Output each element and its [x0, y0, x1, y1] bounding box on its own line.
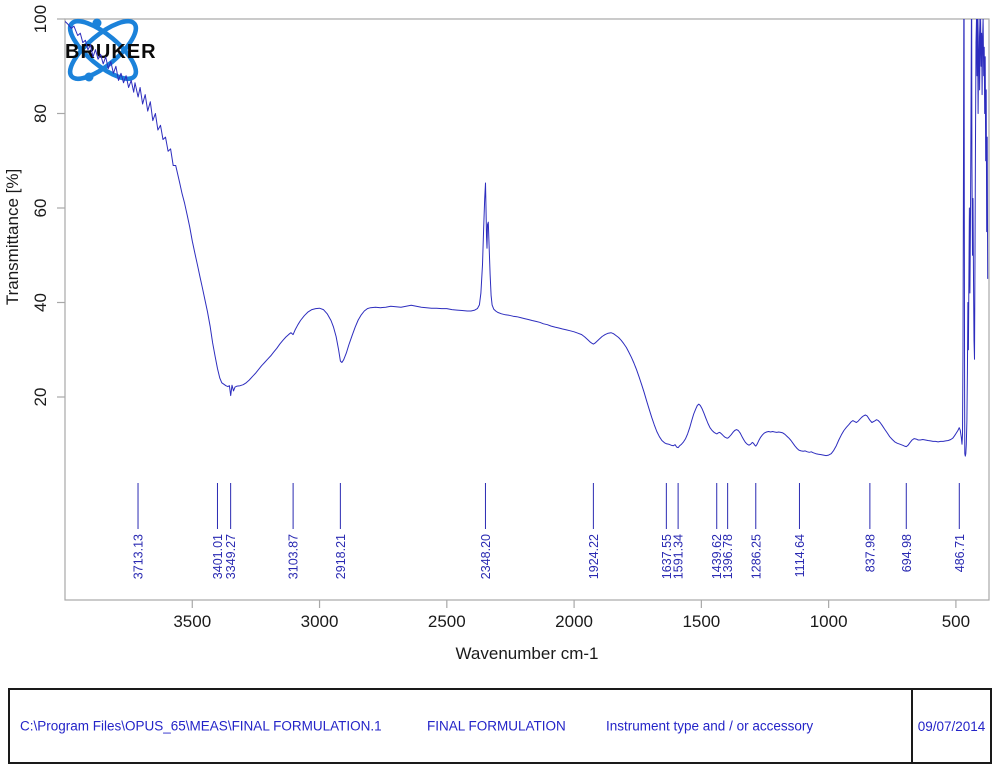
spectrum-chart-svg: 20 40 60 80 100 Transmittance [%] 3500 3000 2500…	[3, 5, 990, 663]
peak-label: 2348.20	[479, 483, 493, 579]
peak-label: 3401.01	[211, 483, 225, 579]
peak-label-text: 1286.25	[749, 534, 763, 579]
peak-label: 837.98	[863, 483, 877, 572]
peak-label: 1591.34	[672, 483, 686, 579]
peak-label-text: 1591.34	[672, 534, 686, 579]
footer-info-bar: C:\Program Files\OPUS_65\MEAS\FINAL FORM…	[8, 688, 992, 764]
spectrum-chart: 20 40 60 80 100 Transmittance [%] 3500 3000 2500…	[3, 5, 990, 663]
peak-label: 1286.25	[749, 483, 763, 579]
x-axis-tick-label: 1000	[810, 612, 848, 631]
peak-label-text: 3349.27	[224, 534, 238, 579]
peak-label-text: 3103.87	[287, 534, 301, 579]
sample-name-text: FINAL FORMULATION	[427, 718, 566, 734]
bruker-logo: BRUKER	[65, 18, 157, 82]
logo-electron-dot-icon	[92, 18, 102, 28]
x-axis-tick-label: 3500	[173, 612, 211, 631]
logo-electron-dot-icon	[84, 72, 94, 82]
peak-label-text: 3401.01	[211, 534, 225, 579]
plot-border	[64, 18, 990, 601]
y-axis-title: Transmittance [%]	[3, 169, 22, 305]
peak-label: 1439.62	[710, 483, 724, 579]
peak-label: 1924.22	[587, 483, 601, 579]
peak-label-text: 3713.13	[132, 534, 146, 579]
logo-orbit-icon	[67, 18, 139, 82]
logo-orbit-icon	[67, 18, 139, 82]
x-axis-tick-label: 500	[942, 612, 970, 631]
peak-label: 1114.64	[793, 483, 807, 577]
y-axis-tick-label: 20	[31, 388, 50, 407]
bruker-logo-text: BRUKER	[65, 41, 157, 63]
peak-label: 1396.78	[721, 483, 735, 579]
y-axis-tick-label: 60	[31, 199, 50, 218]
peak-label: 3349.27	[224, 483, 238, 579]
peak-label-text: 486.71	[953, 534, 967, 572]
peak-label-text: 2348.20	[479, 534, 493, 579]
footer-left-section: C:\Program Files\OPUS_65\MEAS\FINAL FORM…	[10, 690, 913, 762]
x-axis-tick-label: 2500	[428, 612, 466, 631]
x-axis-tick-label: 3000	[301, 612, 339, 631]
spectrum-curve	[65, 19, 989, 457]
y-axis-tick-label: 40	[31, 293, 50, 312]
date-cell: 09/07/2014	[911, 690, 990, 762]
peak-label: 1637.55	[660, 483, 674, 579]
peak-label: 3713.13	[132, 483, 146, 579]
x-axis-title: Wavenumber cm-1	[456, 644, 599, 663]
x-axis-tick-label: 1500	[682, 612, 720, 631]
instrument-text: Instrument type and / or accessory	[606, 718, 814, 734]
peak-label-text: 837.98	[863, 534, 877, 572]
peak-label-text: 2918.21	[334, 534, 348, 579]
peak-label: 486.71	[953, 483, 967, 572]
peak-label-text: 1924.22	[587, 534, 601, 579]
peak-label-text: 694.98	[900, 534, 914, 572]
date-text: 09/07/2014	[917, 718, 986, 734]
peak-label-text: 1396.78	[721, 534, 735, 579]
file-path-text: C:\Program Files\OPUS_65\MEAS\FINAL FORM…	[20, 718, 382, 734]
peak-label: 3103.87	[287, 483, 301, 579]
peak-label-text: 1637.55	[660, 534, 674, 579]
peak-label: 694.98	[900, 483, 914, 572]
peak-label-text: 1114.64	[793, 534, 807, 577]
x-axis-tick-label: 2000	[555, 612, 593, 631]
y-axis-tick-label: 100	[31, 5, 50, 33]
y-axis-tick-label: 80	[31, 104, 50, 123]
peak-label: 2918.21	[334, 483, 348, 579]
peak-label-text: 1439.62	[710, 534, 724, 579]
